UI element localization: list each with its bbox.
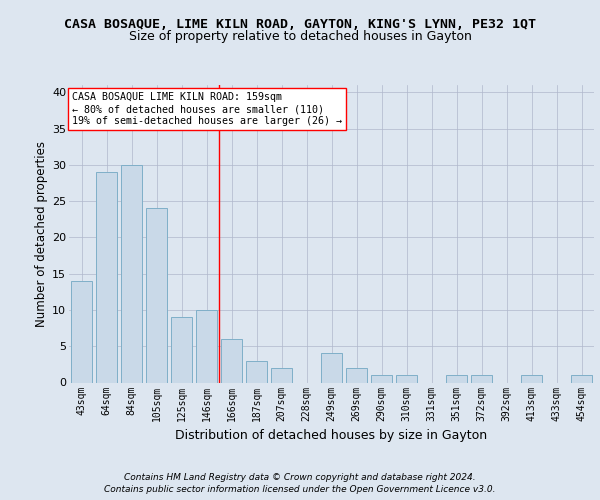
Bar [371,375,392,382]
Bar [246,360,267,382]
Bar [346,368,367,382]
Bar [471,375,492,382]
Text: CASA BOSAQUE LIME KILN ROAD: 159sqm
← 80% of detached houses are smaller (110)
1: CASA BOSAQUE LIME KILN ROAD: 159sqm ← 80… [71,92,341,126]
Text: Contains public sector information licensed under the Open Government Licence v3: Contains public sector information licen… [104,485,496,494]
Text: Contains HM Land Registry data © Crown copyright and database right 2024.: Contains HM Land Registry data © Crown c… [124,472,476,482]
Y-axis label: Number of detached properties: Number of detached properties [35,141,48,327]
Bar [146,208,167,382]
Bar [221,339,242,382]
Text: CASA BOSAQUE, LIME KILN ROAD, GAYTON, KING'S LYNN, PE32 1QT: CASA BOSAQUE, LIME KILN ROAD, GAYTON, KI… [64,18,536,30]
Bar [96,172,117,382]
Bar [71,281,92,382]
Bar [521,375,542,382]
Bar [446,375,467,382]
Bar [196,310,217,382]
Bar [321,354,342,382]
Bar [271,368,292,382]
Bar [396,375,417,382]
X-axis label: Distribution of detached houses by size in Gayton: Distribution of detached houses by size … [175,429,488,442]
Bar [171,317,192,382]
Bar [121,165,142,382]
Text: Size of property relative to detached houses in Gayton: Size of property relative to detached ho… [128,30,472,43]
Bar [571,375,592,382]
